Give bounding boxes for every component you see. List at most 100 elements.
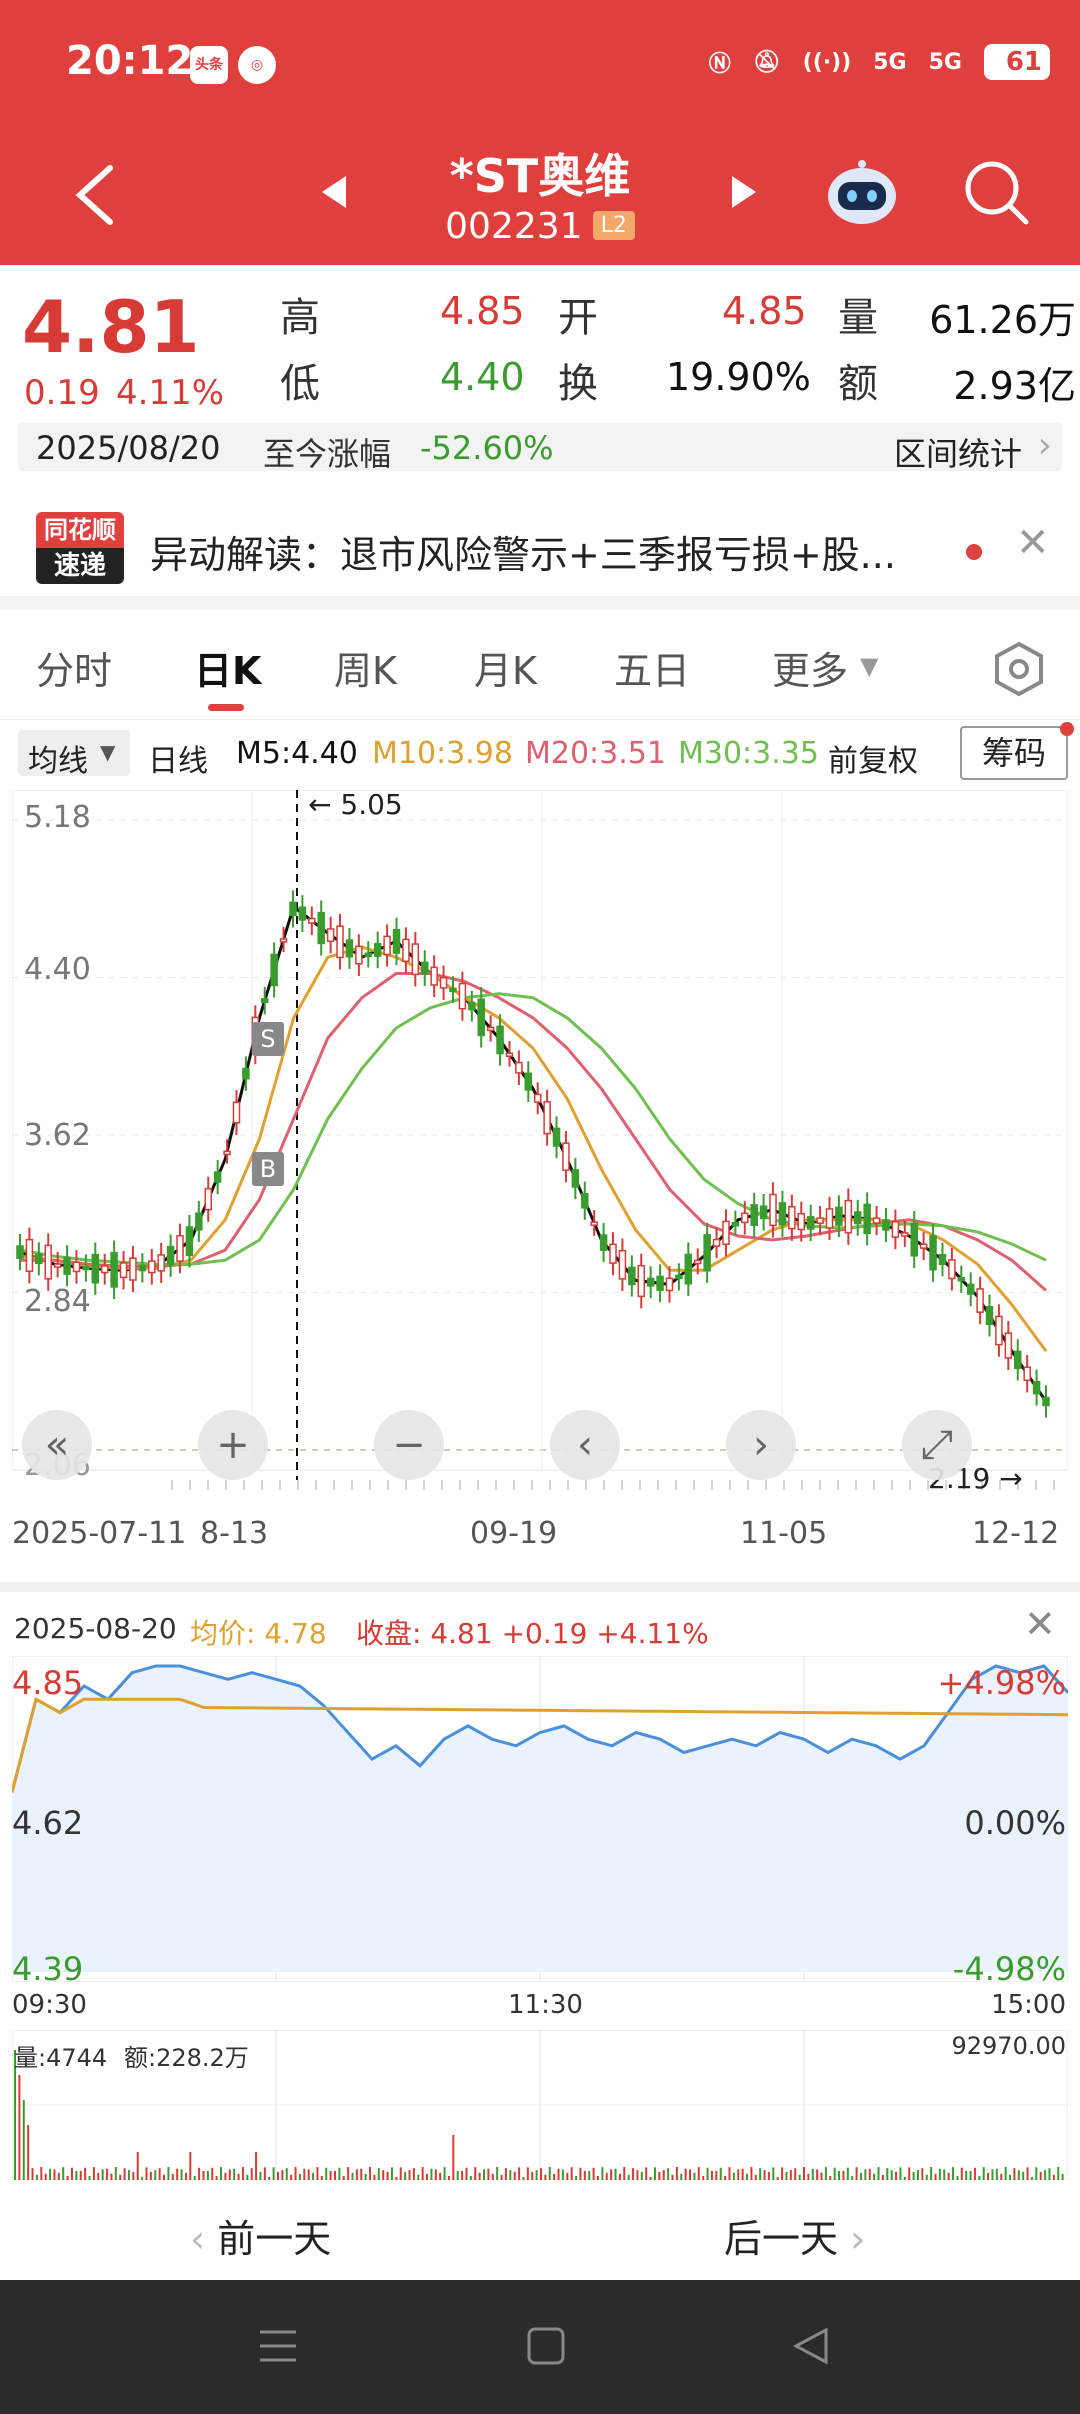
tab-intraday[interactable]: 分时 [36, 649, 113, 693]
volume-bar [794, 2168, 797, 2180]
price-change: 0.19 [24, 373, 100, 413]
volume-bar [938, 2168, 941, 2180]
range-bar[interactable]: 2025/08/20 至今涨幅 -52.60% 区间统计 › [18, 423, 1062, 473]
kline-chart[interactable] [12, 790, 1068, 1500]
intraday-chart[interactable] [12, 1656, 1068, 1982]
volume-bar [491, 2173, 494, 2180]
ma10-value: M10:3.98 [372, 736, 513, 771]
volume-bar [70, 2167, 73, 2180]
candle-body [590, 1221, 598, 1226]
volume-bar [53, 2169, 56, 2180]
volume-bar [211, 2167, 214, 2180]
volume-bar [487, 2168, 490, 2180]
ma-line-m10 [19, 945, 1048, 1352]
fullscreen-icon[interactable]: ⤢ [902, 1410, 972, 1480]
volume-bar [1000, 2173, 1003, 2180]
candle-body [411, 943, 420, 976]
tab-daily-k[interactable]: 日K [194, 649, 262, 693]
ma-selector[interactable]: 均线 ▼ [18, 730, 130, 779]
ma-selector-label: 均线 [28, 744, 88, 779]
next-day-button[interactable]: 后一天 › [724, 2208, 865, 2263]
volume-bar [982, 2167, 985, 2180]
home-icon[interactable] [524, 2324, 568, 2368]
back-nav-icon[interactable] [790, 2324, 834, 2368]
volume-bar [382, 2170, 385, 2180]
open-label: 开 [558, 295, 598, 341]
volume-bar [320, 2175, 323, 2180]
volume-bar [596, 2175, 599, 2180]
volume-bar [338, 2167, 341, 2180]
settings-hexagon-icon[interactable] [990, 640, 1048, 698]
volume-bar [307, 2169, 310, 2180]
volume-bar [588, 2170, 591, 2180]
news-text[interactable]: 异动解读：退市风险警示+三季报亏损+股... [150, 533, 896, 577]
volume-bar [333, 2170, 336, 2180]
dropdown-icon[interactable]: ▼ [860, 652, 879, 680]
volume-bar [930, 2167, 933, 2180]
candle-body [778, 1202, 787, 1226]
news-banner[interactable]: 同花顺 速递 异动解读：退市风险警示+三季报亏损+股... ✕ [0, 490, 1080, 610]
intraday-pct-mid: 0.00% [964, 1804, 1066, 1842]
zoom-in-icon[interactable]: + [198, 1410, 268, 1480]
volume-bar [158, 2168, 161, 2180]
volume-bar [88, 2175, 91, 2180]
volume-bar [566, 2172, 569, 2180]
since-label: 至今涨幅 [263, 435, 392, 473]
volume-bar [1052, 2174, 1055, 2180]
volume-bar [965, 2171, 968, 2180]
menu-icon[interactable] [256, 2324, 300, 2368]
buy-signal-badge[interactable]: B [252, 1152, 284, 1186]
close-news-icon[interactable]: ✕ [1016, 520, 1050, 566]
volume-bar [1009, 2174, 1012, 2180]
stock-code: 002231 [445, 206, 583, 247]
candle-body [910, 1222, 918, 1257]
volume-bar [579, 2167, 582, 2180]
candle-body [421, 961, 429, 975]
candle-body [72, 1261, 81, 1273]
search-icon[interactable] [962, 158, 1032, 228]
next-stock-icon[interactable] [730, 172, 760, 212]
tab-more[interactable]: 更多 [772, 649, 849, 693]
sell-signal-badge[interactable]: S [252, 1022, 284, 1056]
candle-body [948, 1259, 956, 1280]
volume-bar [259, 2171, 262, 2180]
back-icon[interactable] [70, 160, 120, 230]
price-change-pct: 4.11% [116, 373, 225, 413]
prev-stock-icon[interactable] [318, 172, 348, 212]
volume-bar [57, 2172, 60, 2180]
ma-period[interactable]: 日线 [148, 744, 208, 779]
level2-badge[interactable]: L2 [592, 211, 635, 240]
volume-bar [1030, 2176, 1033, 2180]
range-stats-link[interactable]: 区间统计 [893, 435, 1022, 473]
rewind-icon[interactable]: « [22, 1410, 92, 1480]
tab-five-day[interactable]: 五日 [614, 649, 691, 693]
tab-weekly-k[interactable]: 周K [334, 649, 397, 693]
volume-chart[interactable] [12, 2030, 1068, 2180]
volume-bar [754, 2174, 757, 2180]
volume-bar [759, 2168, 762, 2180]
volume-bar [557, 2168, 560, 2180]
adjust-mode[interactable]: 前复权 [828, 744, 918, 779]
volume-bar [789, 2170, 792, 2180]
volume-bar [215, 2175, 218, 2180]
candle-body [364, 952, 373, 958]
robot-assistant-icon[interactable] [822, 158, 902, 230]
signal-icon-1: 5G [873, 49, 907, 75]
candle-body [35, 1253, 43, 1265]
scroll-right-icon[interactable]: › [726, 1410, 796, 1480]
volume-bar [750, 2167, 753, 2180]
volume-bar [395, 2176, 398, 2180]
intraday-time-end: 15:00 [991, 1990, 1066, 2020]
volume-bar [171, 2173, 174, 2180]
zoom-out-icon[interactable]: − [374, 1410, 444, 1480]
ma-dropdown-icon: ▼ [100, 740, 116, 764]
tab-monthly-k[interactable]: 月K [474, 649, 537, 693]
prev-day-label: 前一天 [217, 2217, 332, 2261]
scroll-left-icon[interactable]: ‹ [550, 1410, 620, 1480]
candle-body [195, 1212, 203, 1231]
prev-day-button[interactable]: ‹ 前一天 [190, 2208, 331, 2263]
volume-bar [193, 2175, 196, 2180]
chips-button[interactable]: 筹码 [960, 726, 1068, 780]
close-intraday-icon[interactable]: ✕ [1024, 1602, 1056, 1646]
volume-bar [680, 2173, 683, 2180]
